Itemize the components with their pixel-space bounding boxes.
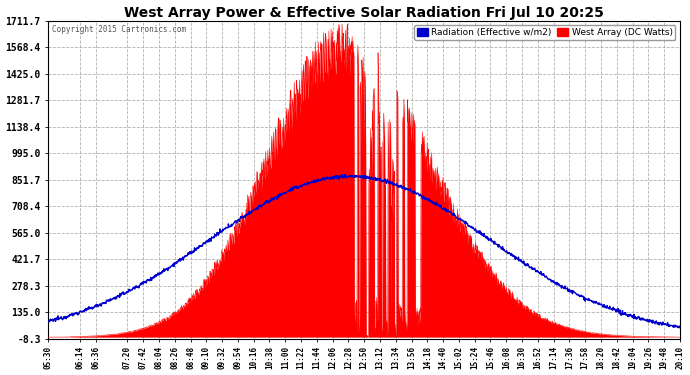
Legend: Radiation (Effective w/m2), West Array (DC Watts): Radiation (Effective w/m2), West Array (…	[414, 25, 676, 40]
Title: West Array Power & Effective Solar Radiation Fri Jul 10 20:25: West Array Power & Effective Solar Radia…	[124, 6, 604, 20]
Text: Copyright 2015 Cartronics.com: Copyright 2015 Cartronics.com	[52, 26, 186, 34]
